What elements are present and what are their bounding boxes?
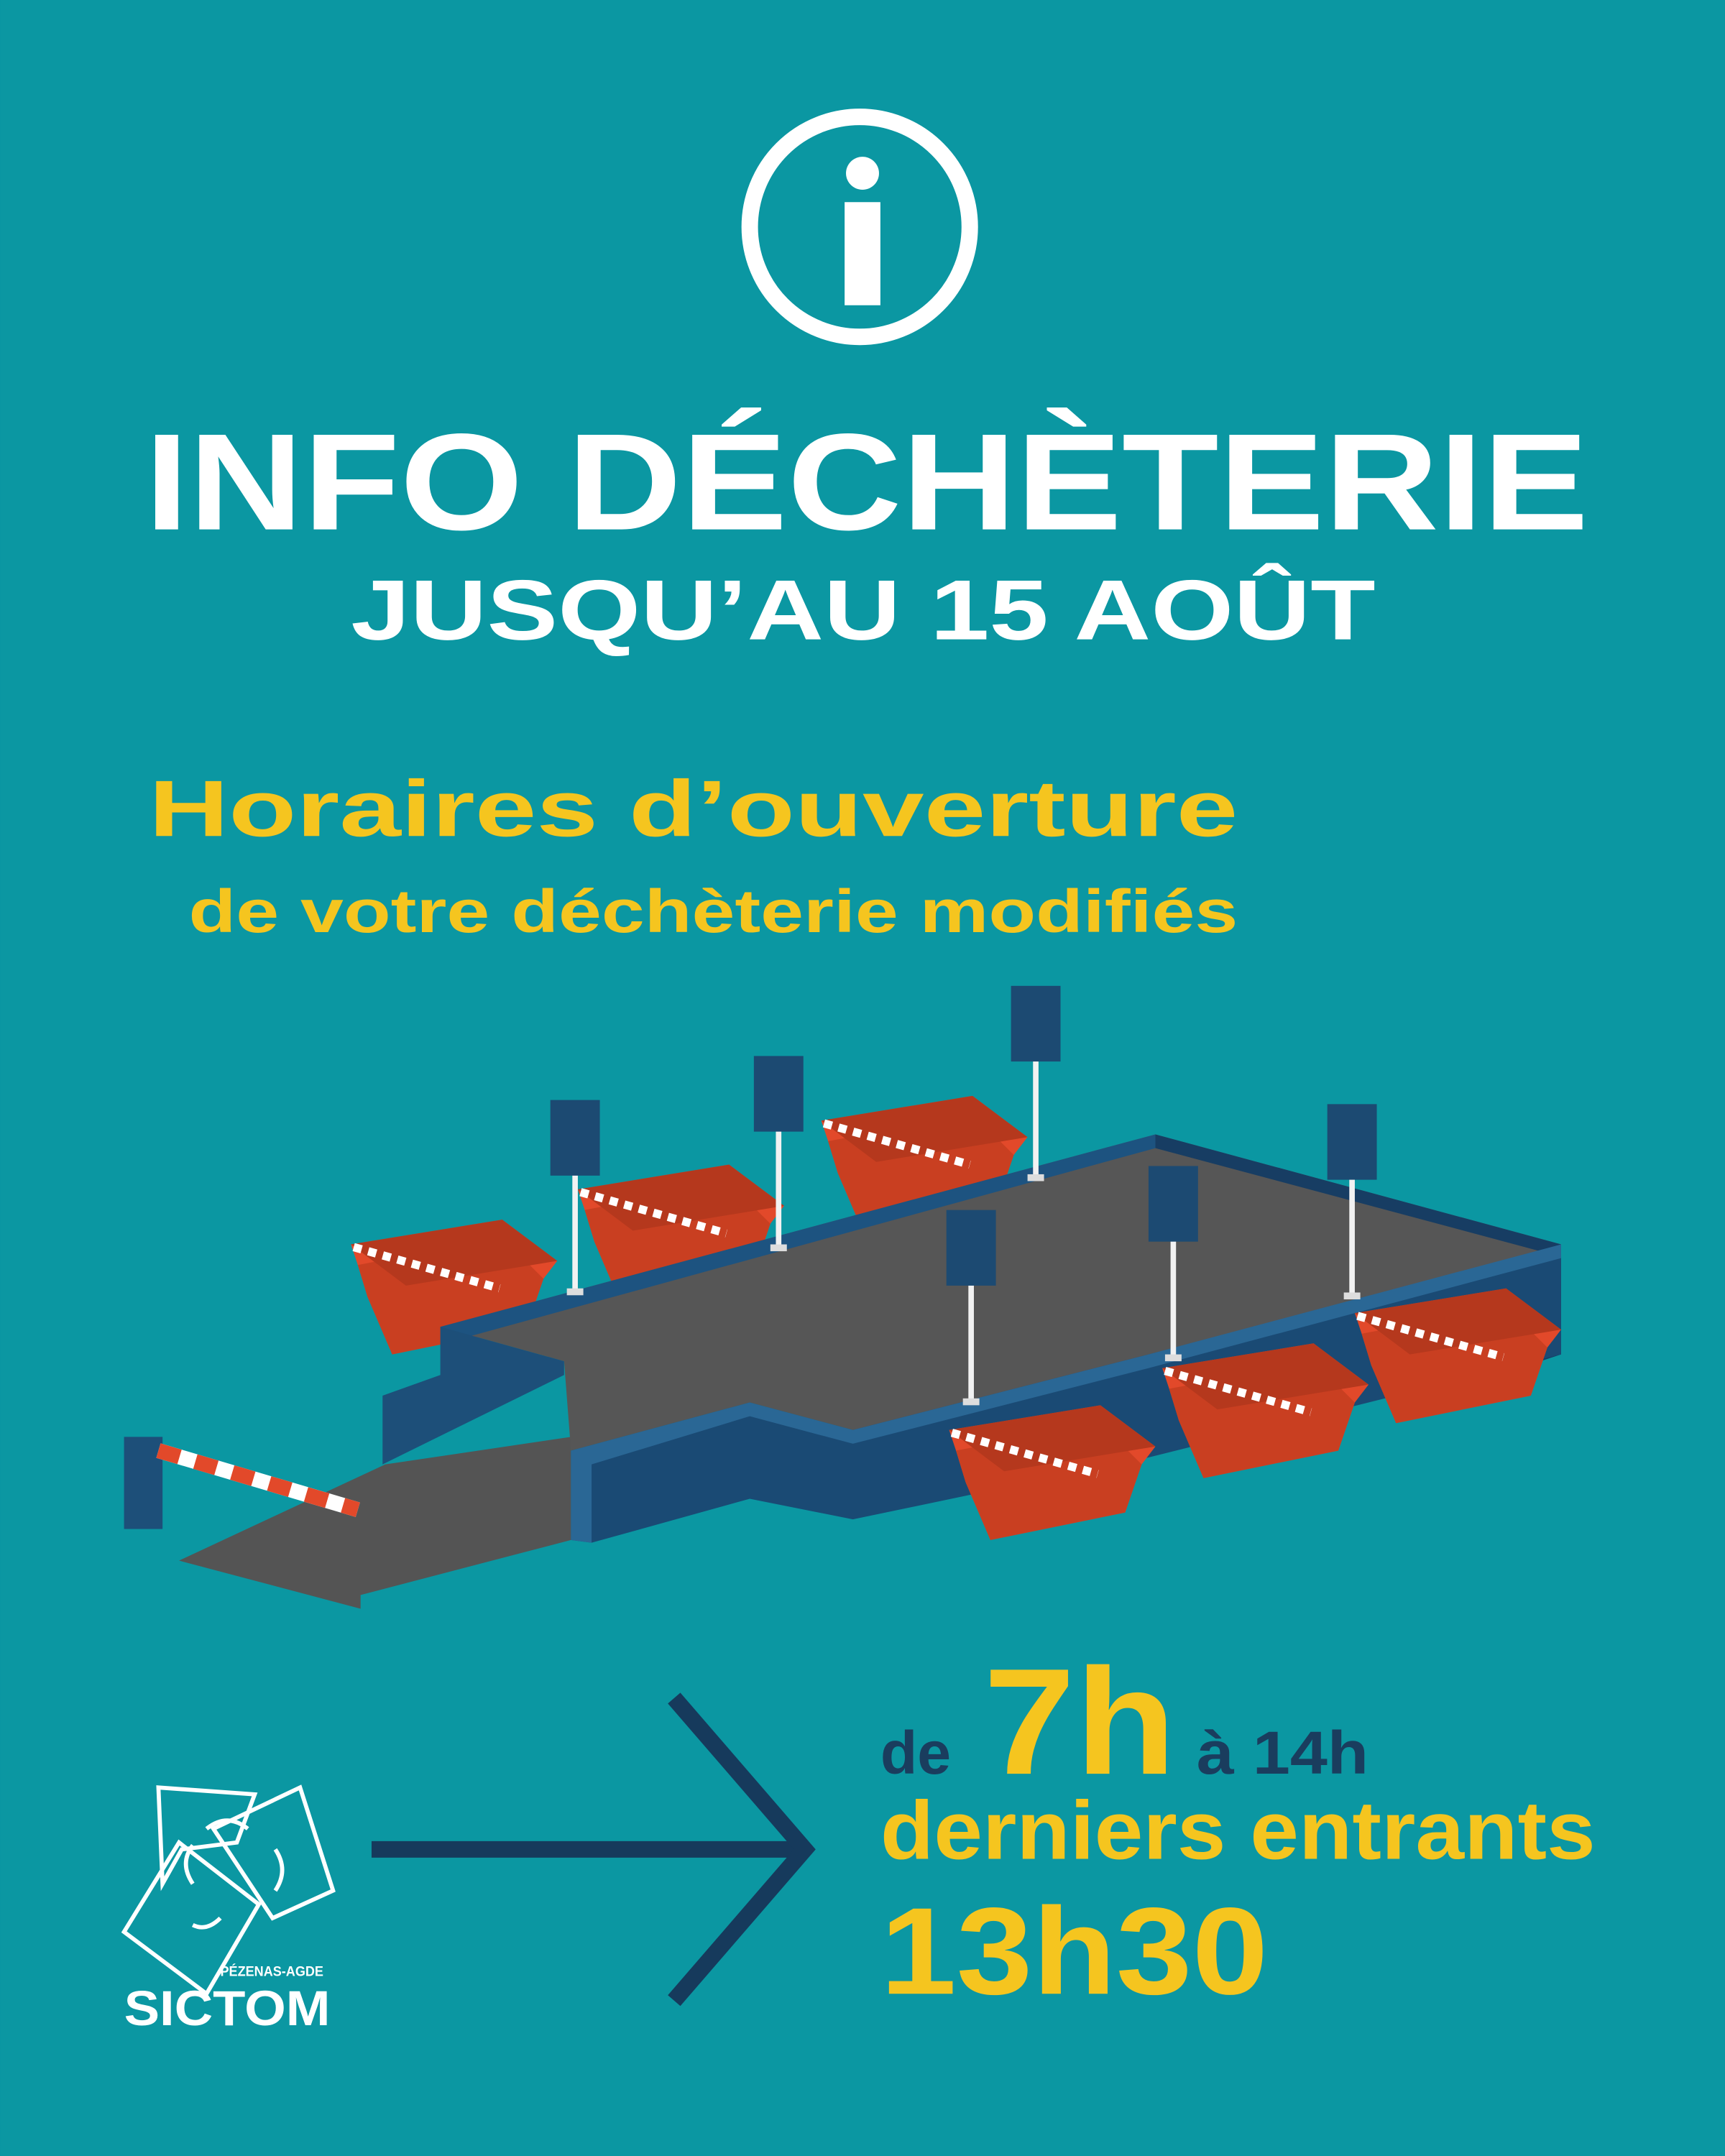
title: INFO DÉCHÈTERIE [144,405,1588,559]
logo [121,1784,336,1997]
info-icon [741,109,978,346]
opening-time: 7h [983,1636,1176,1806]
subtitle: JUSQU’AU 15 AOÛT [351,563,1375,658]
closing-time: à 14h [1197,1719,1368,1787]
logo-name: SICTOM [124,1981,331,2036]
hours-prefix: de [880,1719,951,1787]
last-entry-label: derniers entrants [880,1785,1596,1877]
logo-region: PÉZENAS-AGDE [221,1963,324,1979]
illustration [124,986,1561,1609]
subheading: de votre déchèterie modifiés [188,877,1238,945]
heading: Horaires d’ouverture [149,764,1238,853]
arrow [371,1692,816,2007]
last-entry-time: 13h30 [880,1882,1269,2020]
